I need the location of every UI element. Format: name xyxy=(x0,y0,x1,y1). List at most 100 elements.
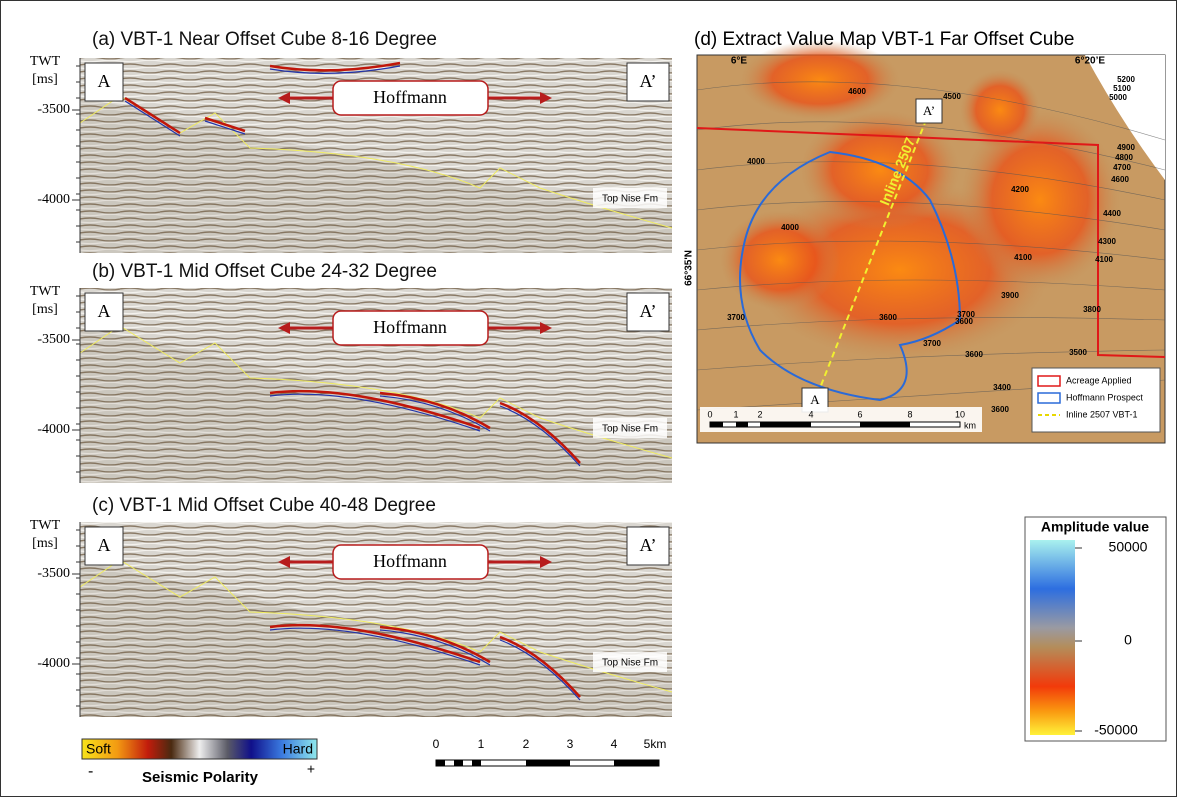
contour-label: 3800 xyxy=(1083,305,1101,314)
contour-label: 3700 xyxy=(727,313,745,322)
map-scale-label: 4 xyxy=(808,409,813,419)
map-scale-segment xyxy=(710,422,723,427)
tick-label: -3500 xyxy=(37,332,70,347)
marker: A’ xyxy=(640,535,657,555)
figure: (a) VBT-1 Near Offset Cube 8-16 Degree TW… xyxy=(0,0,1177,797)
marker: A’ xyxy=(640,71,657,91)
colorbar-label: 50000 xyxy=(1109,539,1148,555)
lon-label: 6°E xyxy=(731,56,748,67)
contour-label: 5200 xyxy=(1117,75,1135,84)
colorbar-label: -50000 xyxy=(1094,722,1138,738)
axis-label: TWT xyxy=(30,518,61,533)
map-scale-bg xyxy=(700,407,982,432)
map-scale-label: 0 xyxy=(707,409,712,419)
axis-label: [ms] xyxy=(32,72,58,87)
contour-label: 4400 xyxy=(1103,209,1121,218)
legend-label: Hoffmann Prospect xyxy=(1066,392,1143,402)
axis-label: [ms] xyxy=(32,536,58,551)
contour-label: 3700 xyxy=(957,310,975,319)
contour-label: 3600 xyxy=(991,405,1009,414)
panel-title: (a) VBT-1 Near Offset Cube 8-16 Degree xyxy=(92,29,437,50)
contour-label: 4700 xyxy=(1113,163,1131,172)
scale-segment xyxy=(472,760,481,766)
tick-label: -4000 xyxy=(37,192,70,207)
axis-label: [ms] xyxy=(32,302,58,317)
horizon-label: Top Nise Fm xyxy=(602,194,658,205)
contour-label: 4300 xyxy=(1098,237,1116,246)
colorbar-label: 0 xyxy=(1124,632,1132,648)
lat-label: 66°35'N xyxy=(684,250,695,286)
contour-label: 4100 xyxy=(1014,253,1032,262)
contour-label: 4600 xyxy=(1111,175,1129,184)
polarity-soft: Soft xyxy=(86,741,111,757)
lon-label: 6°20’E xyxy=(1075,56,1105,67)
marker: A xyxy=(98,535,111,555)
contour-label: 3600 xyxy=(879,313,897,322)
map-scale-label: 1 xyxy=(733,409,738,419)
panel-title: (b) VBT-1 Mid Offset Cube 24-32 Degree xyxy=(92,261,437,282)
scale-label: 4 xyxy=(611,737,618,751)
map-scale-segment xyxy=(760,422,811,427)
contour-label: 4900 xyxy=(1117,143,1135,152)
map-scale-label: 2 xyxy=(757,409,762,419)
contour-label: 3900 xyxy=(1001,291,1019,300)
colorbar xyxy=(1030,540,1075,735)
map-scale-segment xyxy=(860,422,910,427)
scale-segment xyxy=(526,760,570,766)
contour-label: 5100 xyxy=(1113,84,1131,93)
axis-label: TWT xyxy=(30,284,61,299)
polarity-minus: - xyxy=(88,763,93,780)
contour-label: 3600 xyxy=(965,350,983,359)
map-scale-label: 8 xyxy=(907,409,912,419)
amplitude-anomaly xyxy=(960,70,1040,150)
amplitude-anomaly xyxy=(720,210,840,310)
scale-label: 2 xyxy=(523,737,530,751)
scale-segment xyxy=(454,760,463,766)
tick-label: -4000 xyxy=(37,656,70,671)
scale-label: 0 xyxy=(433,737,440,751)
contour-label: 4100 xyxy=(1095,255,1113,264)
scale-label: 1 xyxy=(478,737,485,751)
scale-segment xyxy=(436,760,445,766)
polarity-hard: Hard xyxy=(283,741,313,757)
marker: A xyxy=(98,301,111,321)
polarity-plus: + xyxy=(307,761,315,777)
marker: A’ xyxy=(640,301,657,321)
map-scale-segment xyxy=(736,422,748,427)
legend-label: Acreage Applied xyxy=(1066,375,1132,385)
horizon-label: Top Nise Fm xyxy=(602,658,658,669)
scale-label: 3 xyxy=(567,737,574,751)
contour-label: 4600 xyxy=(848,87,866,96)
colorbar-title: Amplitude value xyxy=(1041,519,1149,535)
scale-label: 5km xyxy=(644,737,667,751)
contour-label: 4000 xyxy=(747,157,765,166)
map-scale-label: 10 xyxy=(955,409,965,419)
tick-label: -3500 xyxy=(37,566,70,581)
axis-label: TWT xyxy=(30,54,61,69)
tick-label: -4000 xyxy=(37,422,70,437)
polarity-title: Seismic Polarity xyxy=(142,769,259,786)
contour-label: 5000 xyxy=(1109,93,1127,102)
map-title: (d) Extract Value Map VBT-1 Far Offset C… xyxy=(694,29,1075,50)
prospect-label: Hoffmann xyxy=(373,317,447,337)
map-scale-label: km xyxy=(964,420,976,430)
panel-title: (c) VBT-1 Mid Offset Cube 40-48 Degree xyxy=(92,495,436,516)
marker: A xyxy=(98,71,111,91)
map-marker: A xyxy=(810,392,820,407)
contour-label: 4500 xyxy=(943,92,961,101)
contour-label: 3400 xyxy=(993,383,1011,392)
map-marker: A’ xyxy=(923,103,935,118)
scale-segment xyxy=(614,760,659,766)
contour-label: 4800 xyxy=(1115,153,1133,162)
prospect-label: Hoffmann xyxy=(373,551,447,571)
contour-label: 3500 xyxy=(1069,348,1087,357)
legend-label: Inline 2507 VBT-1 xyxy=(1066,409,1138,419)
amplitude-anomaly xyxy=(740,40,900,120)
tick-label: -3500 xyxy=(37,102,70,117)
horizon-label: Top Nise Fm xyxy=(602,424,658,435)
map-scale-label: 6 xyxy=(857,409,862,419)
contour-label: 4200 xyxy=(1011,185,1029,194)
contour-label: 3700 xyxy=(923,339,941,348)
contour-label: 4000 xyxy=(781,223,799,232)
prospect-label: Hoffmann xyxy=(373,87,447,107)
